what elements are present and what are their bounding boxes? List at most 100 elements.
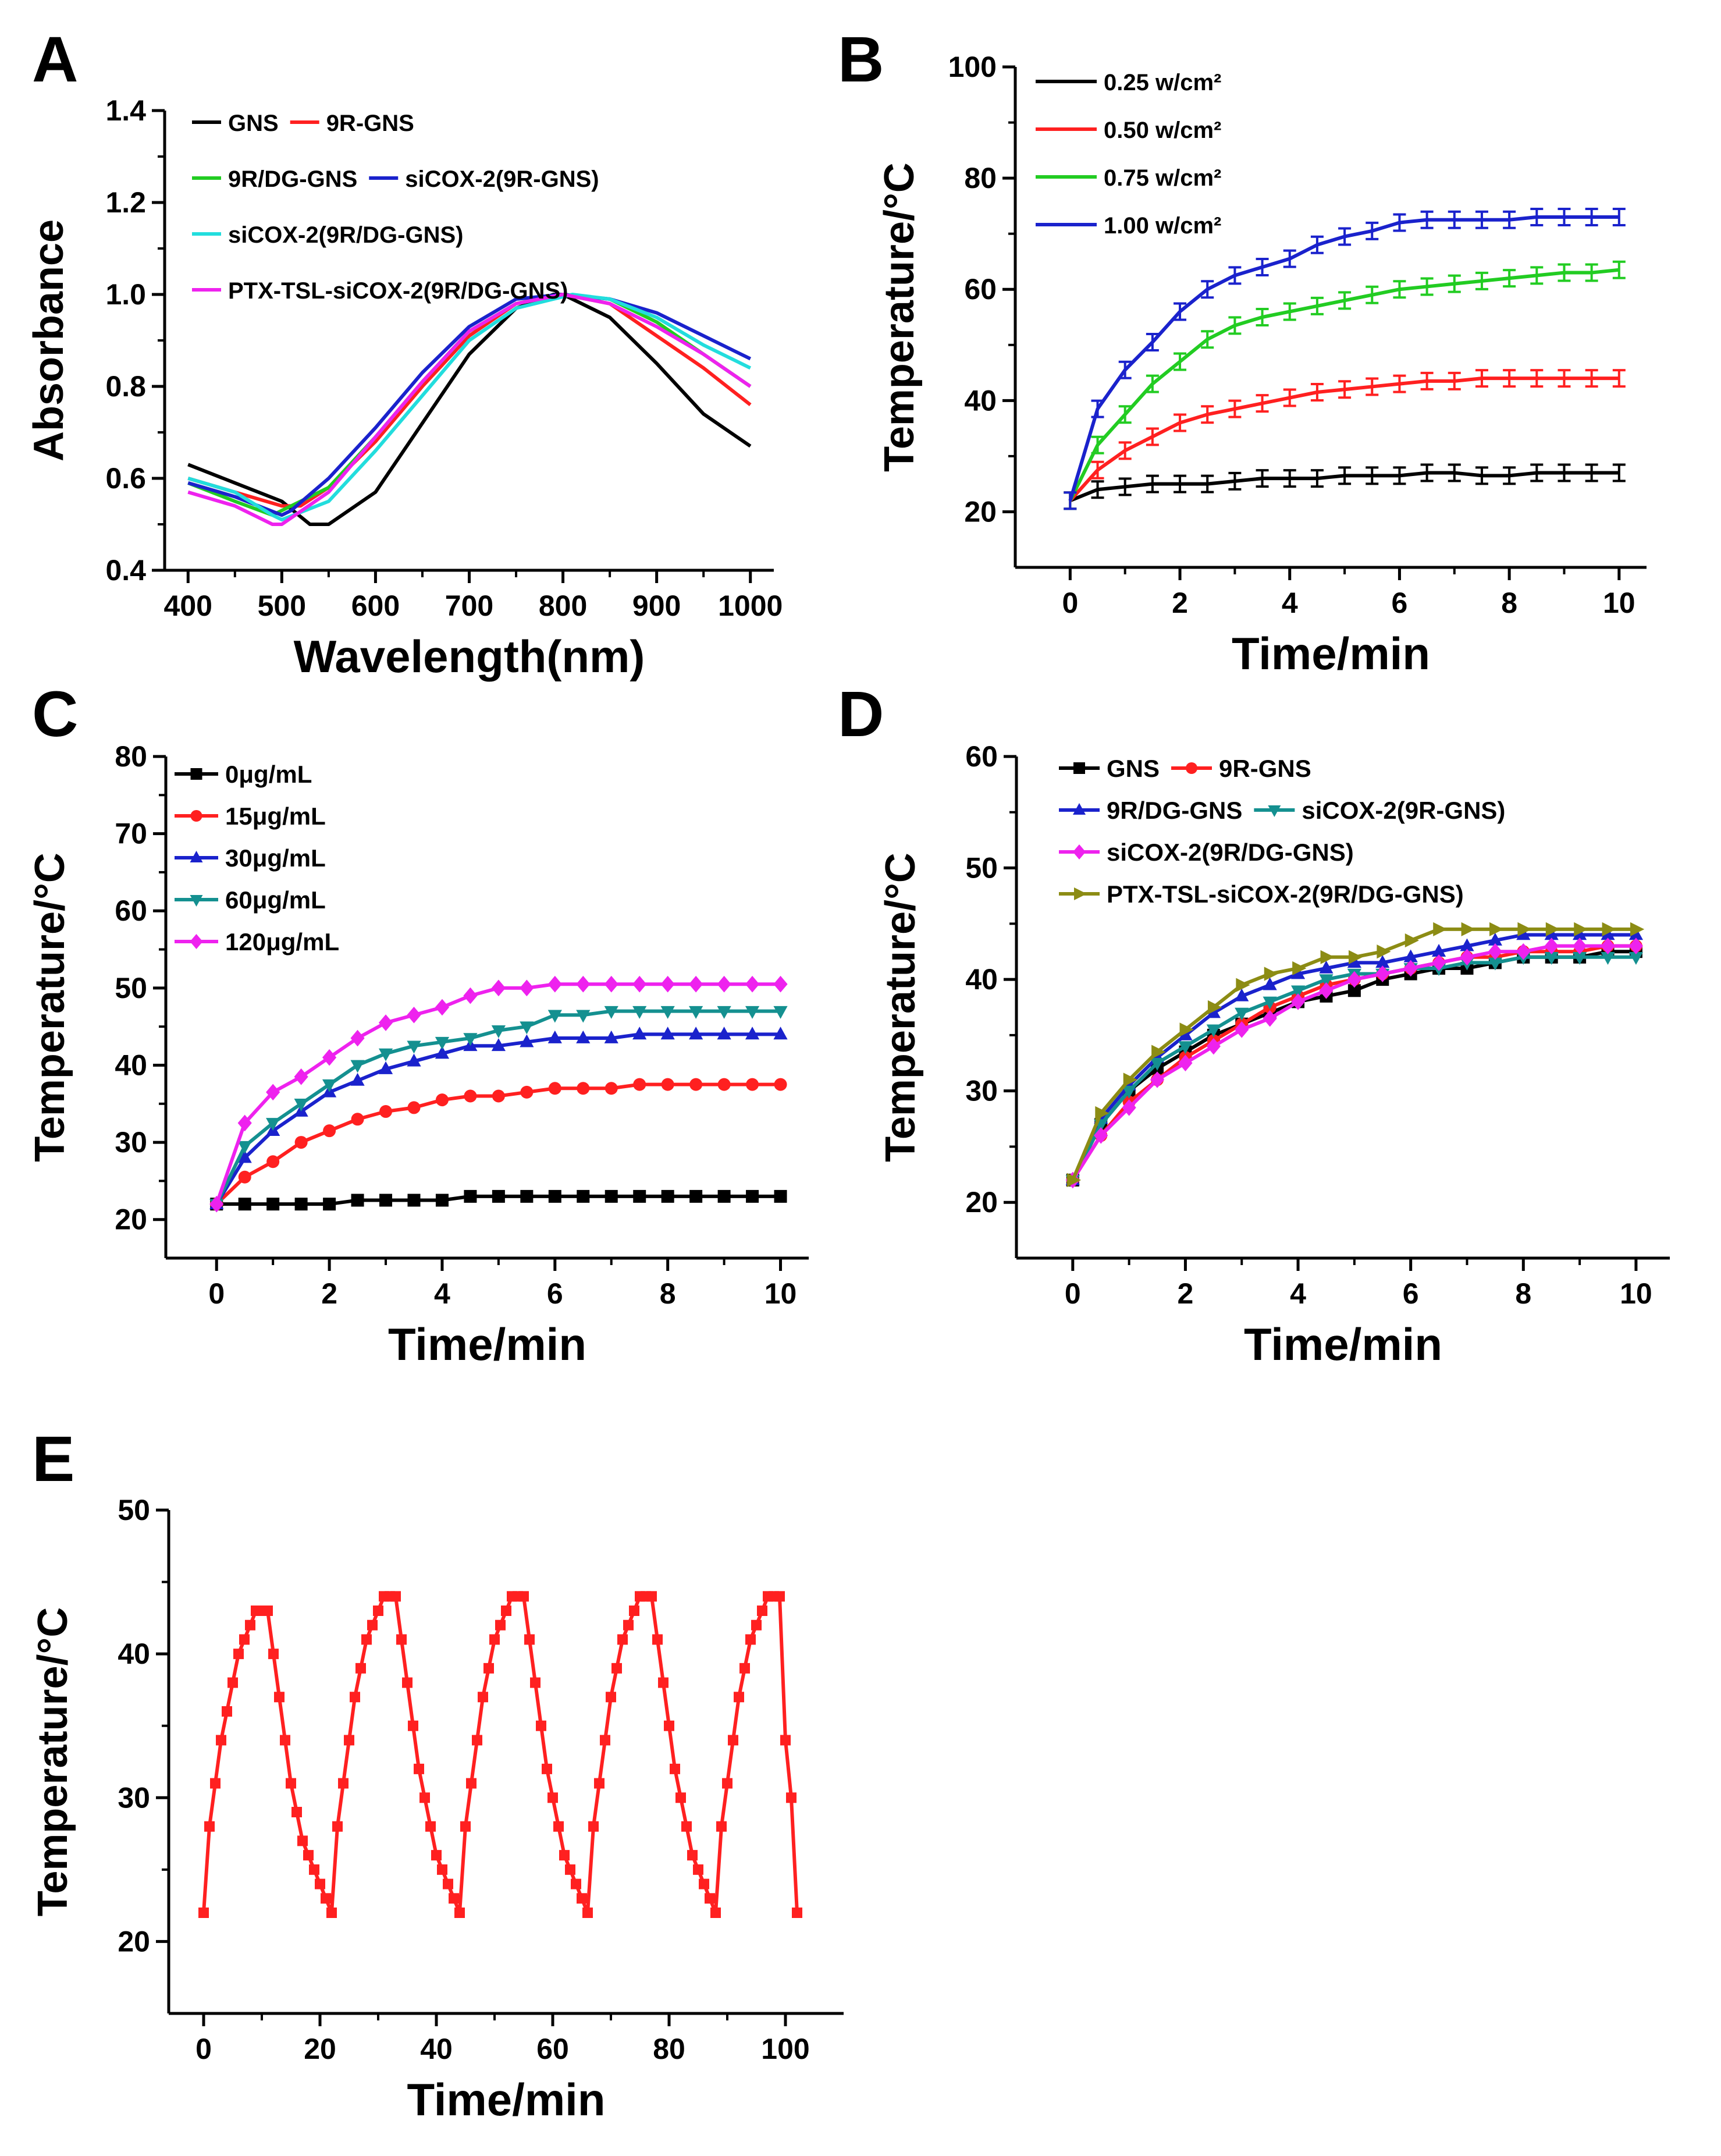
panel-d-series-3-point bbox=[1263, 996, 1277, 1010]
panel-d-series-5-point bbox=[1602, 922, 1616, 937]
panel-c-legend: 0μg/mL 15μg/mL 30μg/mL 60μg/mL 120μg/mL bbox=[175, 761, 339, 956]
panel-e-series-0-point bbox=[198, 1908, 209, 1918]
panel-e-series-0-point bbox=[524, 1634, 535, 1645]
panel-c-y-tick-label: 70 bbox=[115, 818, 147, 850]
panel-e-series-0-point bbox=[600, 1735, 610, 1746]
panel-c-series-4-point bbox=[491, 979, 506, 997]
panel-c-y-tick-label: 20 bbox=[115, 1203, 147, 1236]
panel-e-series-0-point bbox=[233, 1649, 244, 1660]
panel-c-legend-marker bbox=[190, 810, 202, 822]
panel-c-legend-label: 60μg/mL bbox=[225, 886, 326, 914]
panel-c-series-0-point bbox=[238, 1198, 251, 1211]
panel-e-series-0-point bbox=[425, 1821, 436, 1832]
panel-c-series-0-point bbox=[746, 1189, 759, 1203]
panel-c-series-1-point bbox=[661, 1078, 674, 1091]
panel-e-series-0-point bbox=[716, 1821, 727, 1832]
panel-d-series-4-point bbox=[1460, 949, 1474, 966]
panel-c-series-2-line bbox=[215, 1032, 781, 1205]
panel-d-x-axis-label: Time/min bbox=[1244, 1319, 1442, 1370]
panel-b-legend: 0.25 w/cm² 0.50 w/cm² 0.75 w/cm² 1.00 w/cm² bbox=[1036, 70, 1221, 239]
panel-e-series-0-point bbox=[745, 1634, 756, 1645]
panel-c-series-4-point bbox=[689, 975, 703, 993]
panel-d-series-4-point bbox=[1375, 965, 1390, 982]
panel-e-series-0-point bbox=[338, 1778, 349, 1789]
panel-e-y-tick-label: 20 bbox=[118, 1925, 150, 1958]
panel-c-series-4-point bbox=[237, 1114, 252, 1132]
panel-c-y-tick-label: 60 bbox=[115, 894, 147, 927]
panel-d-series-3-point bbox=[1601, 952, 1615, 965]
panel-c-series-4-point bbox=[463, 987, 478, 1004]
panel-e-series-0-point bbox=[582, 1908, 593, 1918]
panel-c-series-3-point bbox=[547, 1010, 562, 1023]
panel-d-legend-label: PTX-TSL-siCOX-2(9R/DG-GNS) bbox=[1107, 880, 1464, 908]
panel-d-series-4-point bbox=[1235, 1021, 1249, 1038]
panel-a-x-tick-label: 500 bbox=[258, 589, 306, 622]
panel-c-series-1-point bbox=[520, 1085, 534, 1099]
panel-c-series-3-point bbox=[576, 1010, 591, 1023]
panel-d-series-2-point bbox=[1516, 927, 1531, 940]
panel-d-series-2-point bbox=[1460, 938, 1474, 951]
panel-e-series-0-point bbox=[245, 1619, 255, 1631]
panel-e-series-0-point bbox=[454, 1908, 465, 1918]
panel-d-series-5-point bbox=[1066, 1173, 1082, 1188]
panel-d-y-tick-label: 20 bbox=[965, 1186, 998, 1219]
panel-c-series-4-point bbox=[435, 999, 450, 1016]
panel-d-series-4-point bbox=[1263, 1010, 1277, 1027]
panel-c-series-2-point bbox=[576, 1030, 591, 1043]
panel-e-series-0-point bbox=[350, 1692, 360, 1703]
panel-c-series-2-point bbox=[660, 1027, 675, 1040]
panel-e-y-tick-label: 50 bbox=[118, 1494, 150, 1526]
panel-c-x-tick-label: 0 bbox=[208, 1277, 225, 1310]
panel-letter-b: B bbox=[838, 24, 884, 95]
panel-e-series-0-point bbox=[734, 1692, 744, 1703]
panel-b-y-tick-label: 60 bbox=[964, 273, 997, 306]
panel-d-series-5-point bbox=[1404, 933, 1419, 948]
panel-c-series-1-point bbox=[351, 1113, 364, 1126]
panel-e-series-0-point bbox=[542, 1763, 552, 1774]
panel-c-series-3-point bbox=[491, 1025, 506, 1038]
panel-c-series-1-point bbox=[464, 1089, 477, 1103]
panel-e-series-0-point bbox=[437, 1864, 447, 1875]
panel-e-series-0-point bbox=[722, 1778, 733, 1789]
panel-b-series-2 bbox=[1064, 260, 1626, 510]
panel-d-x-tick-label: 6 bbox=[1403, 1277, 1419, 1310]
panel-d-series-2-point bbox=[1178, 1027, 1193, 1040]
panel-e-series-0-point bbox=[414, 1763, 424, 1774]
panel-d-series-5-point bbox=[1545, 922, 1560, 937]
panel-b-legend-label: 0.25 w/cm² bbox=[1104, 70, 1221, 95]
panel-e-series-0-point bbox=[321, 1893, 331, 1904]
panel-d-series-5-point bbox=[1377, 944, 1391, 959]
panel-c-series-4-point bbox=[520, 979, 534, 997]
panel-d-series-3-point bbox=[1235, 1007, 1249, 1021]
panel-e-series-0-point bbox=[553, 1821, 564, 1832]
panel-c-x-tick-label: 4 bbox=[434, 1277, 450, 1310]
panel-e-series-0-point bbox=[280, 1735, 290, 1746]
panel-e-series-0-point bbox=[780, 1735, 791, 1746]
panel-d-series-4-point bbox=[1290, 993, 1306, 1010]
panel-d-series-3-point bbox=[1488, 957, 1502, 971]
panel-d-series-4-point bbox=[1319, 982, 1334, 999]
panel-c-y-tick-label: 80 bbox=[115, 740, 147, 773]
panel-d-series-3-point bbox=[1573, 952, 1587, 965]
panel-b-x-tick-label: 8 bbox=[1501, 587, 1517, 619]
panel-d-legend-marker bbox=[1268, 805, 1281, 817]
panel-e-series-0-point bbox=[268, 1649, 279, 1660]
panel-letter-d: D bbox=[838, 679, 884, 750]
panel-c-series-3-point bbox=[435, 1036, 450, 1050]
panel-d-series-2-point bbox=[1544, 927, 1559, 940]
panel-c-series-0-point bbox=[294, 1198, 308, 1211]
panel-letter-a: A bbox=[32, 24, 78, 95]
panel-b-x-tick-label: 10 bbox=[1603, 587, 1635, 619]
panel-e-series-0-point bbox=[286, 1778, 296, 1789]
panel-d-legend-label: siCOX-2(9R/DG-GNS) bbox=[1107, 839, 1354, 866]
panel-e-series-0-point bbox=[216, 1735, 226, 1746]
panel-c-series-3-point bbox=[237, 1141, 252, 1154]
panel-a-legend: GNS 9R-GNS 9R/DG-GNS siCOX-2(9R-GNS) siCOX-2… bbox=[192, 111, 599, 304]
panel-d-series-5-point bbox=[1151, 1045, 1166, 1059]
panel-c-series-4 bbox=[209, 975, 788, 1213]
panel-c-series-4-point bbox=[407, 1006, 421, 1024]
panel-d-series-2-point bbox=[1601, 927, 1615, 940]
panel-d-series-4-point bbox=[1347, 971, 1361, 988]
panel-d-legend-label: siCOX-2(9R-GNS) bbox=[1302, 797, 1505, 824]
